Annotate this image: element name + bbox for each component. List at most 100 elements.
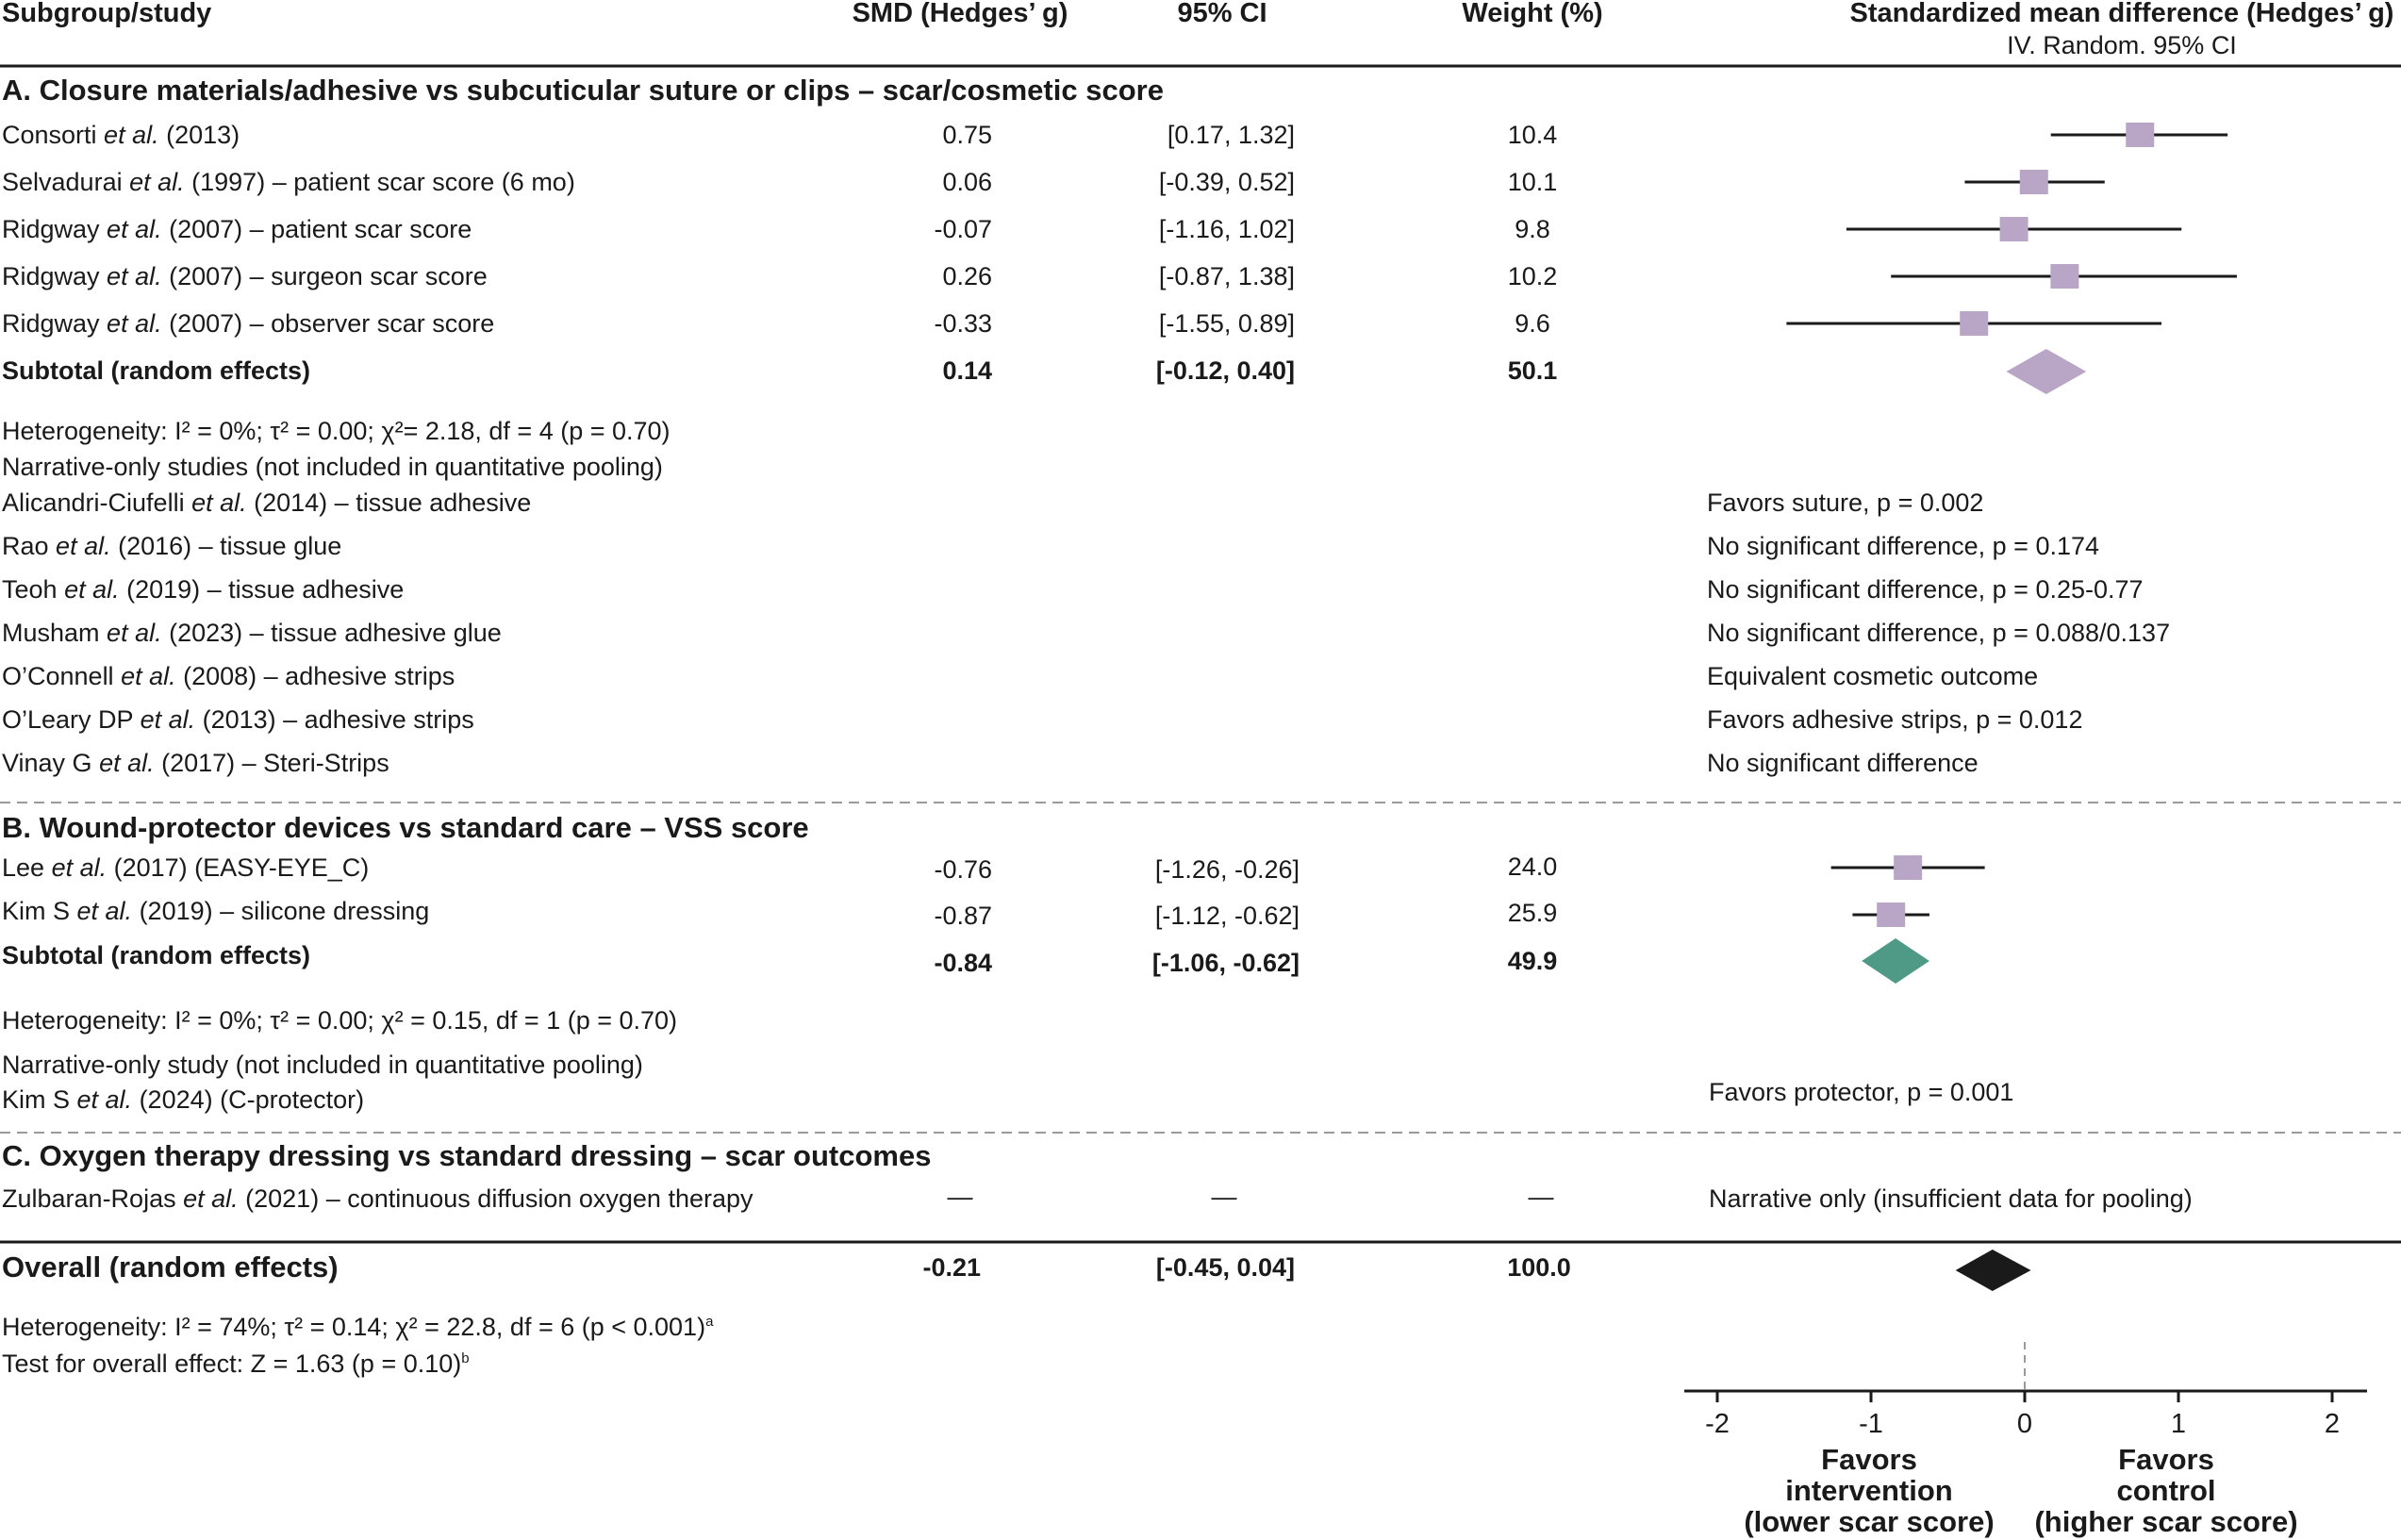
study-label: O’Connell et al. (2008) – adhesive strip… [2, 662, 455, 690]
subtotal-ci: [-1.06, -0.62] [1151, 949, 1300, 977]
smd-value: -0.76 [934, 855, 992, 884]
subtotal-label: Subtotal (random effects) [2, 356, 311, 385]
heterogeneity-text: Heterogeneity: I² = 0%; τ² = 0.00; χ² = … [2, 1006, 678, 1035]
narrative-result: No significant difference, p = 0.25-0.77 [1707, 575, 2144, 604]
narrative-result: Narrative only (insufficient data for po… [1709, 1184, 2193, 1213]
ci-value: [-1.26, -0.26] [1154, 855, 1300, 884]
smd-value: -0.07 [934, 215, 992, 243]
overall-effect-test: Test for overall effect: Z = 1.63 (p = 0… [2, 1350, 470, 1378]
overall-heterogeneity: Heterogeneity: I² = 74%; τ² = 0.14; χ² =… [2, 1313, 714, 1341]
subtotal-ci: [-0.12, 0.40] [1155, 356, 1295, 385]
favors-control-line: (higher scar score) [2034, 1505, 2298, 1538]
x-tick-label: -1 [1859, 1409, 1883, 1439]
smd-value: -0.33 [934, 309, 992, 338]
weight-value: 24.0 [1507, 853, 1558, 881]
section-b-title: B. Wound-protector devices vs standard c… [2, 811, 809, 844]
favors-intervention-label: Favors intervention (lower scar score) [1744, 1444, 1994, 1537]
subtotal-smd: 0.14 [942, 356, 992, 385]
x-tick-label: 0 [2017, 1409, 2032, 1439]
weight-value: 10.2 [1507, 262, 1558, 290]
weight-value: 10.1 [1507, 168, 1558, 196]
narrative-result: No significant difference, p = 0.088/0.1… [1707, 619, 2171, 647]
subtotal-weight: 50.1 [1507, 356, 1558, 385]
study-label: Ridgway et al. (2007) – surgeon scar sco… [2, 262, 488, 290]
weight-value: 9.8 [1515, 215, 1550, 243]
ci-value: — [1211, 1183, 1237, 1211]
subtotal-label: Subtotal (random effects) [2, 941, 311, 969]
subtotal-diamond [2006, 349, 2087, 394]
study-label: Vinay G et al. (2017) – Steri-Strips [2, 749, 389, 777]
weight-value: — [1528, 1183, 1554, 1211]
section-c-title: C. Oxygen therapy dressing vs standard d… [2, 1139, 932, 1172]
study-marker [1999, 217, 2028, 241]
favors-intervention-line: Favors [1821, 1443, 1917, 1476]
study-marker [2019, 170, 2048, 194]
header-ci: 95% CI [1177, 0, 1267, 28]
narrative-heading: Narrative-only study (not included in qu… [2, 1051, 643, 1079]
study-label: O’Leary DP et al. (2013) – adhesive stri… [2, 705, 474, 734]
heterogeneity-text: Heterogeneity: I² = 0%; τ² = 0.00; χ²= 2… [2, 417, 671, 445]
smd-value: 0.75 [942, 121, 992, 149]
overall-diamond [1955, 1250, 2031, 1291]
subtotal-smd: -0.84 [934, 949, 992, 977]
narrative-result: No significant difference [1707, 749, 1979, 777]
study-label: Lee et al. (2017) (EASY-EYE_C) [2, 853, 370, 882]
study-label: Ridgway et al. (2007) – observer scar sc… [2, 309, 495, 338]
study-label: Ridgway et al. (2007) – patient scar sco… [2, 215, 472, 243]
study-label: Alicandri-Ciufelli et al. (2014) – tissu… [2, 488, 532, 517]
section-a-title: A. Closure materials/adhesive vs subcuti… [2, 74, 1164, 107]
study-label: Teoh et al. (2019) – tissue adhesive [2, 575, 405, 604]
ci-value: [-1.16, 1.02] [1158, 215, 1295, 243]
smd-value: — [947, 1183, 973, 1211]
study-marker [1894, 855, 1923, 880]
study-label: Kim S et al. (2024) (C-protector) [2, 1085, 365, 1114]
overall-weight: 100.0 [1507, 1253, 1571, 1282]
study-label: Consorti et al. (2013) [2, 121, 240, 149]
study-marker [2126, 123, 2155, 147]
x-tick-label: 1 [2171, 1409, 2186, 1439]
study-label: Selvadurai et al. (1997) – patient scar … [2, 168, 575, 196]
narrative-result: Equivalent cosmetic outcome [1707, 662, 2039, 690]
weight-value: 25.9 [1507, 899, 1558, 927]
weight-value: 9.6 [1515, 309, 1550, 338]
ci-value: [-0.39, 0.52] [1158, 168, 1295, 196]
study-label: Zulbaran-Rojas et al. (2021) – continuou… [2, 1184, 753, 1213]
favors-intervention-line: intervention [1785, 1474, 1953, 1507]
narrative-result: Favors protector, p = 0.001 [1709, 1078, 2014, 1106]
header-plot-subtitle: IV. Random. 95% CI [2007, 31, 2237, 59]
weight-value: 10.4 [1507, 121, 1558, 149]
smd-value: 0.06 [942, 168, 992, 196]
narrative-heading: Narrative-only studies (not included in … [2, 453, 663, 481]
ci-value: [0.17, 1.32] [1167, 121, 1295, 149]
header-smd: SMD (Hedges’ g) [852, 0, 1068, 28]
header-weight: Weight (%) [1462, 0, 1603, 28]
favors-control-line: control [2116, 1474, 2216, 1507]
ci-value: [-0.87, 1.38] [1158, 262, 1295, 290]
study-marker [1960, 311, 1989, 336]
favors-control-label: Favors control (higher scar score) [2034, 1444, 2297, 1537]
narrative-result: Favors suture, p = 0.002 [1707, 488, 1984, 517]
overall-label: Overall (random effects) [2, 1250, 339, 1283]
overall-smd: -0.21 [922, 1253, 981, 1282]
study-label: Rao et al. (2016) – tissue glue [2, 532, 342, 560]
narrative-result: Favors adhesive strips, p = 0.012 [1707, 705, 2083, 734]
favors-intervention-line: (lower scar score) [1744, 1505, 1995, 1538]
study-label: Musham et al. (2023) – tissue adhesive g… [2, 619, 502, 647]
narrative-result: No significant difference, p = 0.174 [1707, 532, 2100, 560]
smd-value: 0.26 [942, 262, 992, 290]
favors-control-line: Favors [2118, 1443, 2214, 1476]
subtotal-diamond [1862, 938, 1929, 984]
header-study: Subgroup/study [2, 0, 212, 28]
study-label: Kim S et al. (2019) – silicone dressing [2, 897, 430, 925]
study-marker [2050, 264, 2079, 289]
header-plot-title: Standardized mean difference (Hedges’ g) [1849, 0, 2394, 28]
x-tick-label: -2 [1705, 1409, 1730, 1439]
x-tick-label: 2 [2325, 1409, 2340, 1439]
ci-value: [-1.55, 0.89] [1158, 309, 1295, 338]
subtotal-weight: 49.9 [1507, 947, 1558, 975]
study-marker [1877, 902, 1906, 927]
smd-value: -0.87 [934, 902, 992, 930]
overall-ci: [-0.45, 0.04] [1155, 1253, 1295, 1282]
ci-value: [-1.12, -0.62] [1154, 902, 1300, 930]
